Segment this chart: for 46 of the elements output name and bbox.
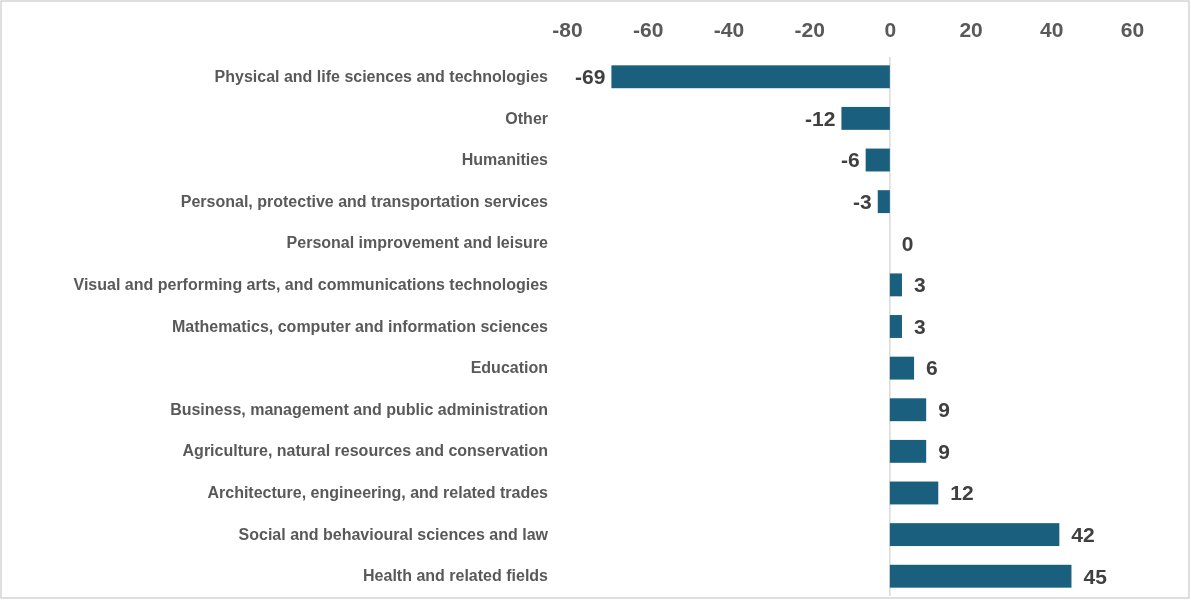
bar	[889, 564, 1072, 588]
bar	[889, 273, 902, 297]
data-label: -3	[853, 189, 872, 213]
y-tick-label: Physical and life sciences and technologies	[214, 67, 549, 85]
data-label: 6	[926, 356, 938, 380]
bar	[865, 148, 890, 172]
bar	[877, 190, 890, 214]
y-tick-label: Architecture, engineering, and related trades	[207, 484, 549, 502]
y-tick-label: Health and related fields	[363, 567, 549, 585]
bar	[889, 481, 939, 505]
data-label: 3	[913, 314, 926, 338]
x-tick-label: -80	[552, 18, 583, 41]
y-tick-label: Social and behavioural sciences and law	[238, 525, 549, 543]
data-label: 12	[950, 481, 974, 505]
x-tick-label: 60	[1120, 18, 1145, 41]
x-tick-label: 0	[884, 18, 897, 41]
y-tick-label: Agriculture, natural resources and conservation	[182, 442, 548, 460]
bar	[889, 439, 927, 463]
bar	[889, 398, 927, 422]
bar	[889, 523, 1060, 547]
data-label: 45	[1083, 564, 1108, 588]
x-tick-label: -40	[713, 18, 745, 41]
data-label: 42	[1071, 522, 1095, 546]
x-tick-label: -20	[794, 18, 825, 41]
bar	[889, 315, 902, 338]
x-tick-label: -60	[633, 18, 664, 41]
y-tick-label: Visual and performing arts, and communications technologies	[73, 276, 549, 293]
x-tick-label: 20	[959, 18, 983, 41]
data-label: 3	[913, 273, 926, 297]
bar	[611, 65, 890, 89]
bar	[841, 106, 890, 130]
y-tick-label: Personal improvement and leisure	[286, 234, 549, 252]
x-tick-label: 40	[1040, 18, 1064, 41]
y-tick-label: Personal, protective and transportation services	[180, 192, 549, 210]
data-label: -69	[575, 65, 606, 89]
y-tick-label: Education	[470, 359, 548, 377]
data-label: 9	[938, 398, 950, 422]
data-label: -6	[840, 148, 860, 172]
data-label: -12	[805, 106, 836, 130]
data-label: 0	[901, 231, 914, 255]
bar	[889, 356, 915, 380]
y-tick-label: Other	[505, 109, 548, 127]
y-tick-label: Mathematics, computer and information sciences	[171, 317, 549, 335]
data-label: 9	[938, 439, 950, 463]
y-tick-label: Humanities	[461, 151, 549, 169]
y-tick-label: Business, management and public administration	[170, 400, 548, 418]
